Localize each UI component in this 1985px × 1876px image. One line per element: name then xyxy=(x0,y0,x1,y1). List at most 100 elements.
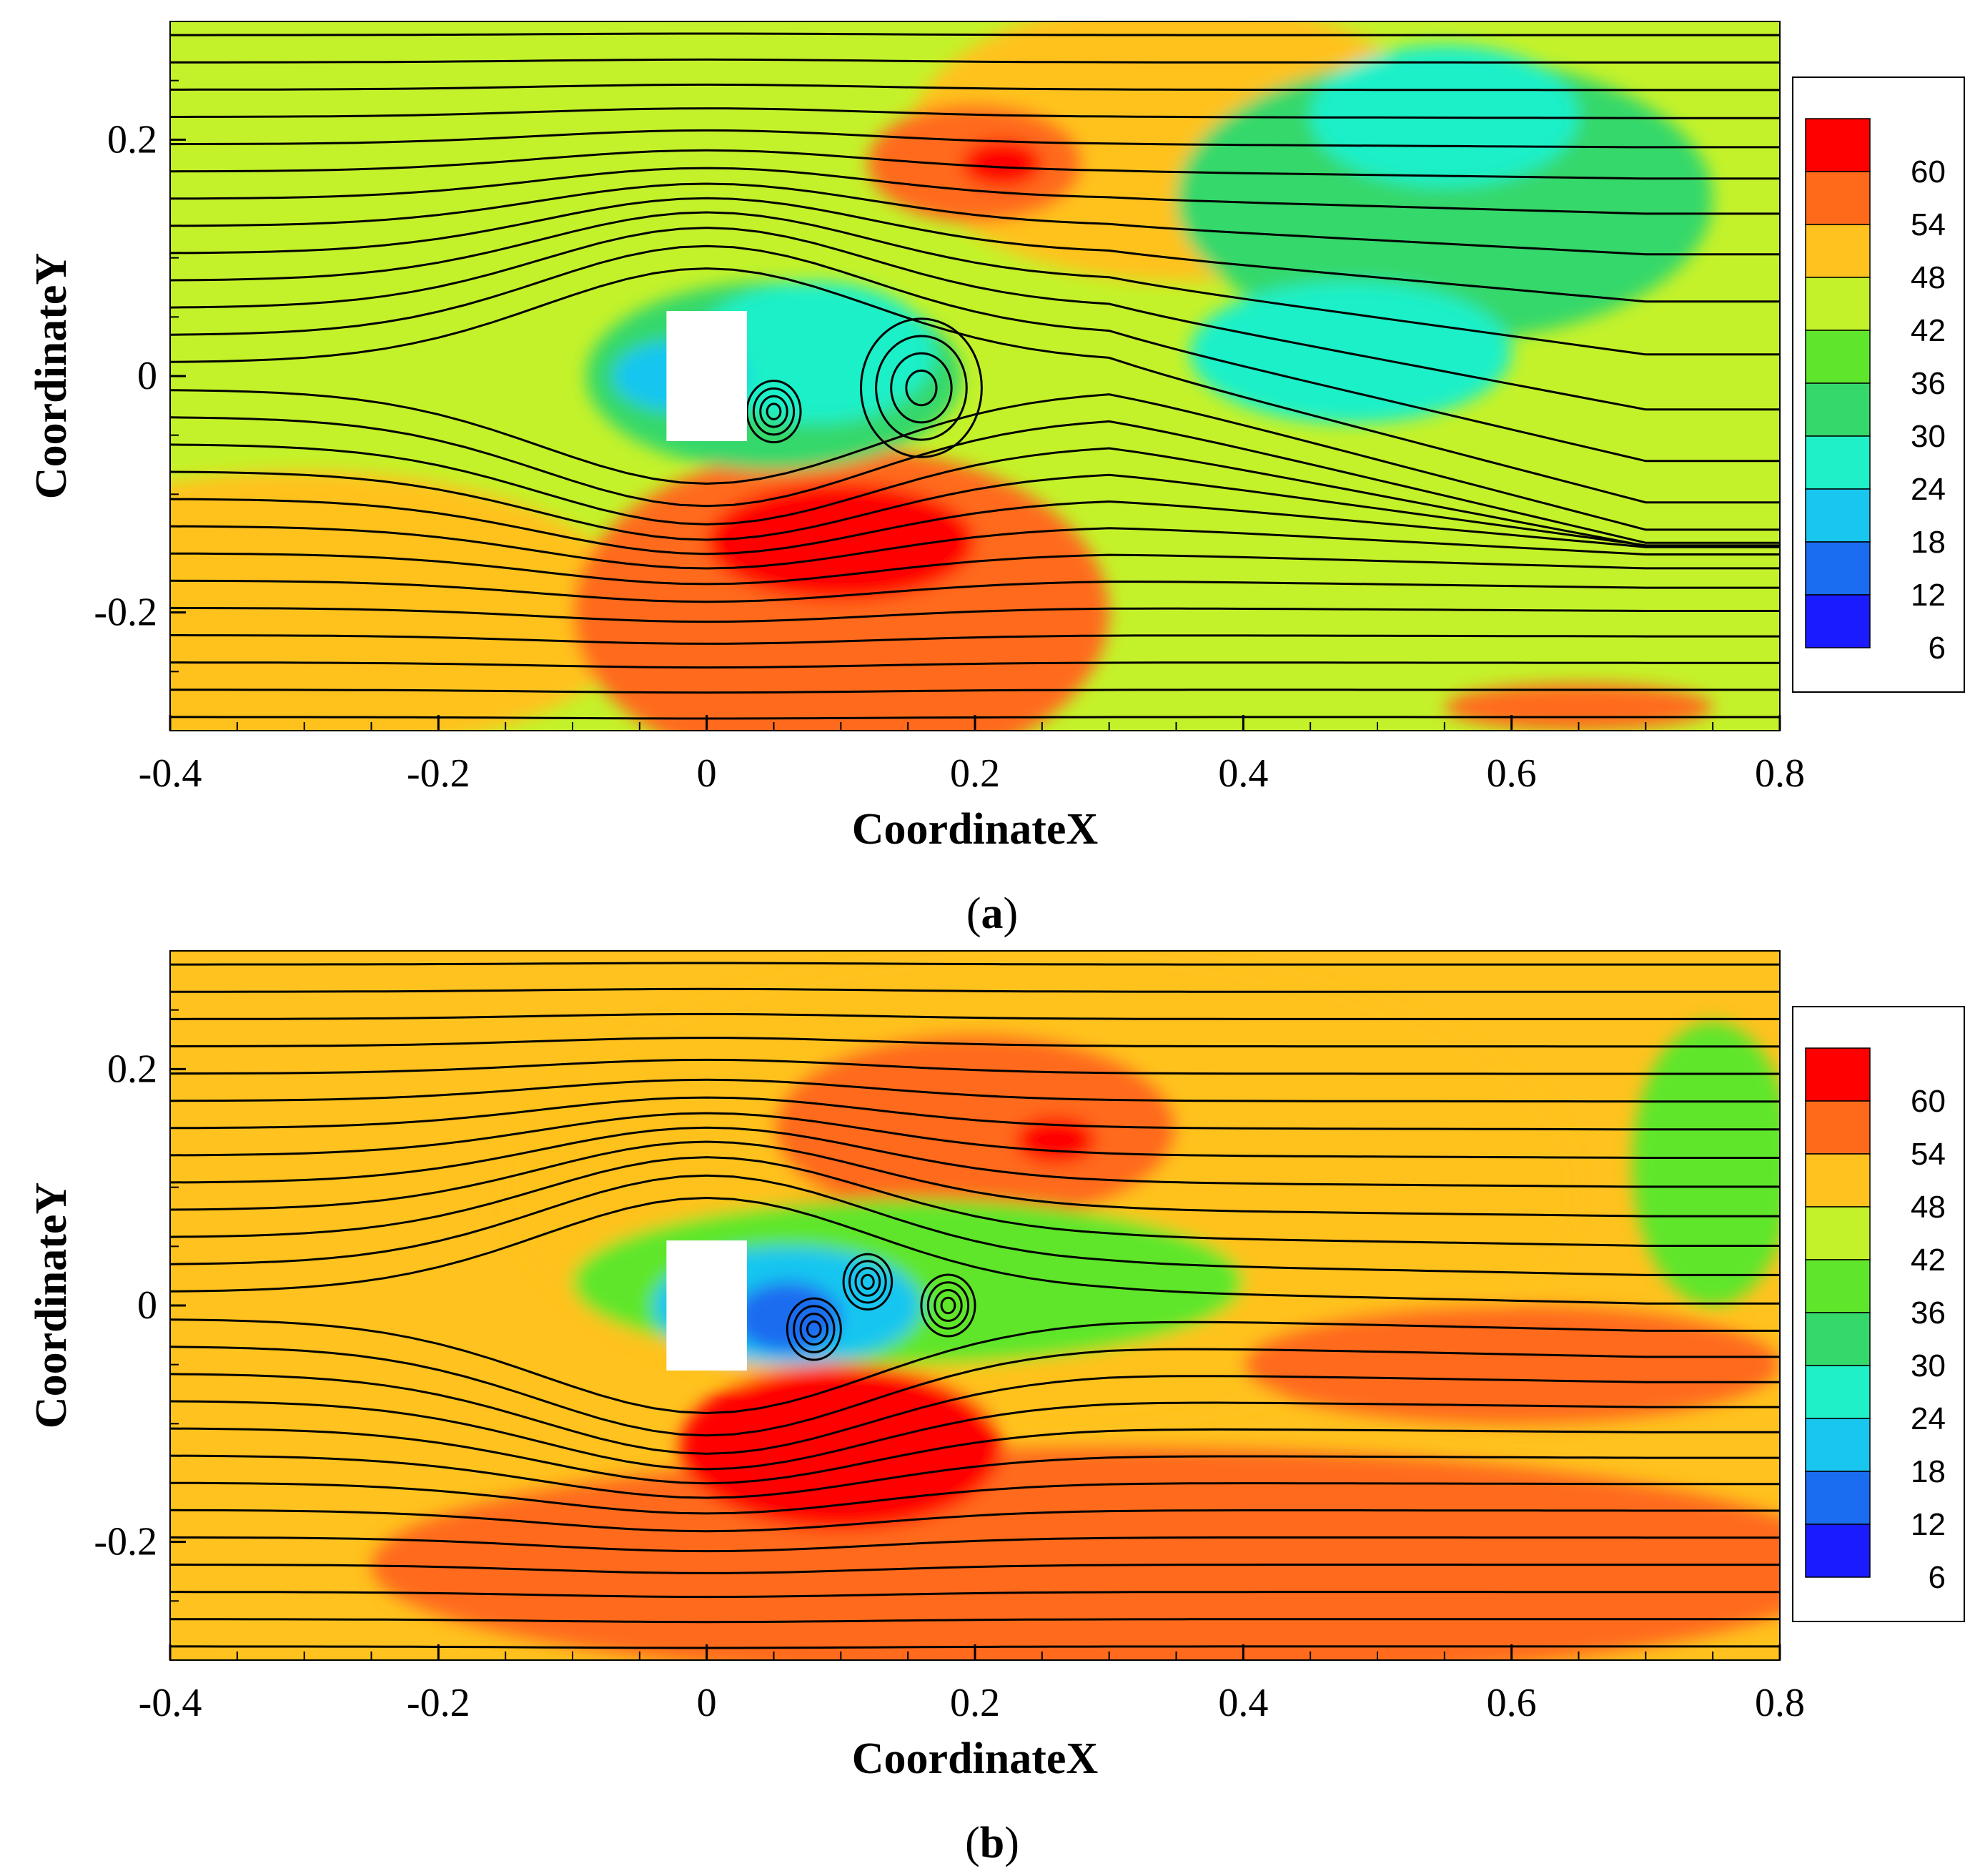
y-tick-label: 0 xyxy=(137,1283,157,1328)
streamlines xyxy=(170,32,1780,720)
y-tick-label: -0.2 xyxy=(94,591,157,635)
plot-area-b xyxy=(170,951,1780,1660)
x-axis-label: CoordinateX xyxy=(852,1734,1099,1783)
caption-open: ( xyxy=(965,1819,980,1867)
vortex-streamline xyxy=(786,1297,842,1361)
x-tick-label: 0.2 xyxy=(950,751,1000,796)
y-tick-label: 0.2 xyxy=(107,117,157,162)
streamline xyxy=(170,58,1780,64)
panel-caption: (b) xyxy=(965,1819,1019,1867)
legend-swatch xyxy=(1805,541,1871,596)
streamline xyxy=(170,470,1780,547)
legend-swatch xyxy=(1805,118,1871,172)
streamline xyxy=(170,498,1780,556)
x-tick-label: 0.8 xyxy=(1755,751,1805,796)
streamline xyxy=(170,1058,1780,1075)
legend-label: 42 xyxy=(1911,1243,1946,1278)
legend-label: 18 xyxy=(1911,1454,1946,1489)
x-tick-label: 0.8 xyxy=(1755,1681,1805,1725)
x-tick-label: 0.4 xyxy=(1218,751,1268,796)
legend-label: 48 xyxy=(1911,1190,1946,1225)
streamline xyxy=(170,606,1780,623)
legend-label: 36 xyxy=(1911,366,1946,401)
legend-label: 36 xyxy=(1911,1295,1946,1331)
legend-label: 18 xyxy=(1911,525,1946,560)
streamline xyxy=(170,1427,1780,1485)
caption-close: ) xyxy=(1004,1819,1019,1867)
streamline xyxy=(170,987,1780,993)
streamline xyxy=(170,1174,1780,1276)
streamline xyxy=(170,1618,1780,1624)
legend-swatch xyxy=(1805,1259,1871,1313)
contour-regions xyxy=(371,951,1780,1660)
legend-label: 54 xyxy=(1911,1137,1946,1172)
caption-letter: a xyxy=(981,889,1004,938)
legend-label: 30 xyxy=(1911,419,1946,454)
vortex-streamline xyxy=(848,1260,887,1304)
x-tick-label: -0.4 xyxy=(139,751,202,796)
vortex-streamline xyxy=(920,1273,976,1338)
legend-label: 48 xyxy=(1911,260,1946,295)
x-tick-label: 0 xyxy=(697,751,717,796)
legend-label: 6 xyxy=(1929,631,1946,666)
vortex-streamline xyxy=(793,1305,836,1353)
legend-label: 24 xyxy=(1911,472,1946,507)
streamline xyxy=(170,267,1780,504)
contour-region xyxy=(1632,1022,1780,1305)
panel-b: -0.4 -0.2 0 0.2 0.4 0.6 0.8 -0.2 0 0.2 Coordinate… xyxy=(27,950,1965,1867)
contour-region xyxy=(961,139,1042,187)
y-tick-label: 0 xyxy=(137,354,157,398)
vortex-streamline xyxy=(842,1253,894,1311)
x-tick-label: -0.4 xyxy=(139,1681,202,1725)
streamline xyxy=(170,1156,1780,1247)
streamline xyxy=(170,1126,1780,1188)
contour-region xyxy=(693,281,935,424)
legend-swatch xyxy=(1805,435,1871,490)
contour-region xyxy=(1310,45,1579,187)
legend-swatch xyxy=(1805,594,1871,648)
vortex-streamline xyxy=(752,387,796,436)
streamline xyxy=(170,1012,1780,1020)
streamline xyxy=(170,962,1780,966)
legend: 60 54 48 42 36 30 24 18 12 6 xyxy=(1792,1006,1965,1622)
streamline xyxy=(170,688,1780,694)
contour-regions xyxy=(170,21,1713,731)
streamline xyxy=(170,661,1780,669)
streamline xyxy=(170,182,1780,256)
vortex-streamline xyxy=(859,317,983,458)
streamline xyxy=(170,1400,1780,1471)
legend-label: 12 xyxy=(1911,578,1946,613)
streamline xyxy=(170,107,1780,119)
vortex-streamline xyxy=(940,1296,956,1315)
streamline xyxy=(170,634,1780,645)
contour-region xyxy=(773,1033,1177,1223)
y-axis-label: CoordinateY xyxy=(27,1183,76,1428)
vortex-streamline xyxy=(905,369,938,407)
legend-swatch xyxy=(1805,171,1871,225)
panel-a: -0.4 -0.2 0 0.2 0.4 0.6 0.8 -0.2 0 0.2 Coordinate… xyxy=(27,21,1965,938)
streamline xyxy=(170,1037,1780,1048)
streamline xyxy=(170,1564,1780,1574)
legend-swatch xyxy=(1805,1100,1871,1155)
streamline xyxy=(170,129,1780,149)
y-tick-label: -0.2 xyxy=(94,1520,157,1564)
contour-region xyxy=(706,482,975,601)
caption-open: ( xyxy=(966,889,981,938)
contour-region xyxy=(680,1364,1002,1531)
x-tick-label: 0.6 xyxy=(1487,751,1537,796)
streamline xyxy=(170,197,1780,303)
vortex-streamline xyxy=(759,395,788,428)
vortex-streamline xyxy=(875,335,968,441)
vortex-streamline xyxy=(854,1267,881,1297)
streamlines xyxy=(170,962,1780,1649)
streamline xyxy=(170,1140,1780,1218)
streamline xyxy=(170,579,1780,603)
legend-swatch xyxy=(1805,1047,1871,1102)
legend-label: 24 xyxy=(1911,1401,1946,1436)
legend-swatch xyxy=(1805,330,1871,384)
streamline xyxy=(170,1373,1780,1455)
streamline xyxy=(170,211,1780,356)
streamline xyxy=(170,227,1780,411)
x-tick-label: -0.2 xyxy=(407,751,470,796)
